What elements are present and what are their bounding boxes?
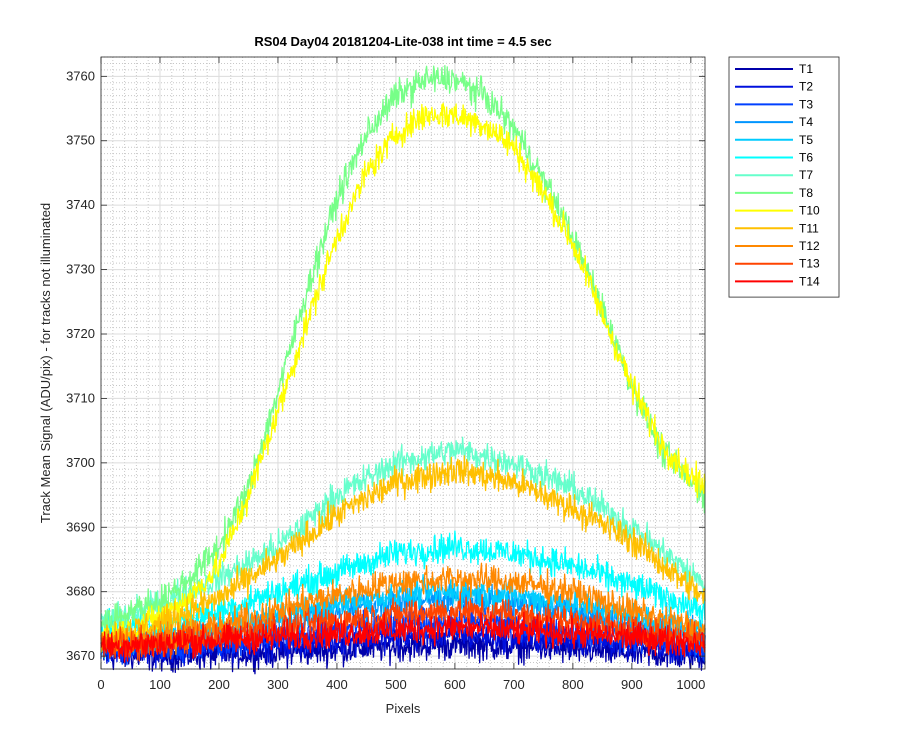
legend-label: T1	[799, 62, 813, 76]
legend-label: T12	[799, 239, 820, 253]
legend-label: T5	[799, 133, 813, 147]
legend-label: T2	[799, 80, 813, 94]
series-group	[100, 65, 706, 675]
x-tick-label: 700	[503, 677, 525, 692]
legend-label: T7	[799, 168, 813, 182]
y-tick-label: 3680	[66, 584, 95, 599]
legend-label: T10	[799, 204, 820, 218]
legend-box	[728, 56, 840, 298]
x-tick-label: 300	[267, 677, 289, 692]
y-tick-label: 3720	[66, 326, 95, 341]
legend: T1 T2 T3 T4 T5 T6 T7 T8 T10 T11 T12 T13 T14	[728, 56, 840, 298]
legend-label: T11	[799, 221, 819, 235]
plot-frame	[100, 56, 706, 670]
x-tick-label: 800	[562, 677, 584, 692]
legend-label: T14	[799, 274, 820, 288]
y-axis: 3670 3680 3690 3700 3710 3720 3730 3740 3750 3760	[66, 68, 705, 663]
y-tick-label: 3710	[66, 390, 95, 405]
legend-label: T3	[799, 97, 813, 111]
series-line-t11	[100, 455, 706, 652]
x-tick-label: 900	[621, 677, 643, 692]
y-tick-label: 3740	[66, 197, 95, 212]
x-axis: 0 100 200 300 400 500 600 700 800 900 1000	[97, 57, 705, 692]
series-line-t12	[100, 562, 706, 657]
series-line-t6	[100, 530, 706, 649]
y-tick-label: 3690	[66, 519, 95, 534]
y-tick-label: 3730	[66, 262, 95, 277]
x-tick-label: 100	[149, 677, 171, 692]
x-tick-label: 500	[385, 677, 407, 692]
series-line-t14	[100, 611, 706, 663]
x-tick-label: 400	[326, 677, 348, 692]
y-tick-label: 3700	[66, 455, 95, 470]
y-tick-label: 3750	[66, 133, 95, 148]
legend-label: T8	[799, 186, 813, 200]
x-tick-label: 1000	[676, 677, 705, 692]
y-axis-label: Track Mean Signal (ADU/pix) - for tracks…	[38, 203, 53, 523]
x-tick-label: 200	[208, 677, 230, 692]
x-axis-label: Pixels	[386, 701, 421, 716]
x-tick-label: 0	[97, 677, 104, 692]
series-line-t10	[100, 102, 706, 653]
chart-title: RS04 Day04 20181204-Lite-038 int time = …	[254, 34, 551, 49]
legend-label: T6	[799, 151, 813, 165]
x-tick-label: 600	[444, 677, 466, 692]
legend-label: T4	[799, 115, 813, 129]
legend-label: T13	[799, 257, 820, 271]
series-line-t8	[100, 65, 706, 634]
y-tick-label: 3760	[66, 68, 95, 83]
y-tick-label: 3670	[66, 648, 95, 663]
